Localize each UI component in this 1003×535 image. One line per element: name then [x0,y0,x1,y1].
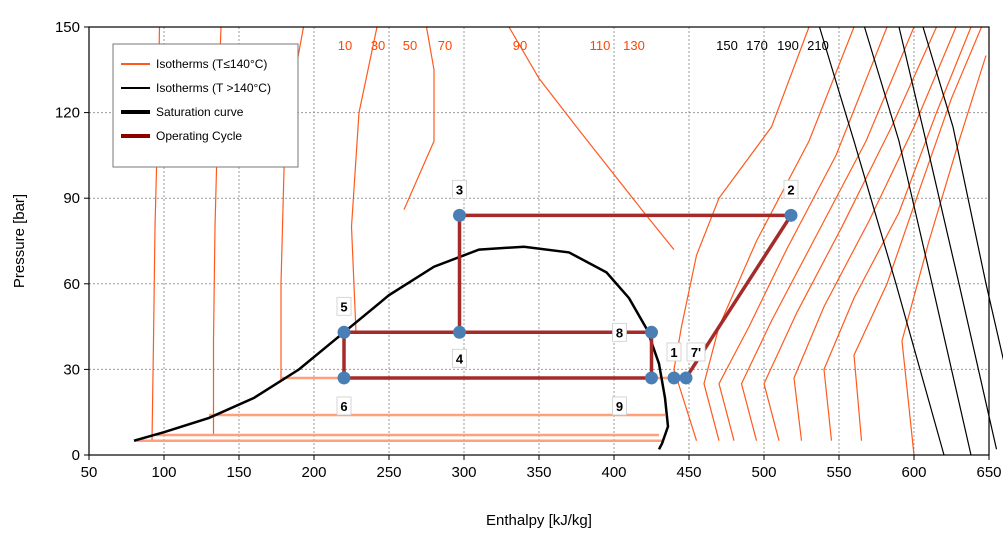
isotherm-line-17 [898,26,998,450]
cycle-point-label-7': 7' [691,345,701,360]
tick-labels: 50 100 150 200 250 300 350 400 450 500 550 600 65003… [55,19,1002,481]
cycle-point-8 [645,325,658,339]
isotherm-label-70: 70 [438,38,452,53]
cycle-point-label-1: 1 [670,345,677,360]
y-tick-label-0: 0 [72,447,80,464]
isotherm-line-3 [350,26,378,333]
cycle-point-label-5: 5 [340,299,347,314]
isotherm-line-13 [853,26,983,441]
cycle-point-5 [337,325,351,339]
x-tick-label-650: 650 [976,464,1001,481]
legend-label-2: Saturation curve [156,105,244,119]
cycle-point-label-box-3 [452,179,467,199]
cycle-point-label-box-2 [783,179,799,199]
y-tick-label-30: 30 [63,361,80,378]
isotherm-label-110: 110 [590,38,611,53]
y-tick-label-60: 60 [63,276,80,293]
legend: Isotherms (T≤140°C) Isotherms (T >140°C) S… [112,43,299,168]
cycle-point-label-box-1 [666,342,682,362]
isotherm-line-15 [818,26,945,456]
cycle-point-label-9: 9 [616,399,623,414]
cycle-points: 1 7' 2 3 4 5 6 8 9 [336,179,799,416]
isotherm-label-190: 190 [777,38,799,53]
isotherm-label-90: 90 [513,38,527,53]
isotherm-line-10 [763,26,938,441]
y-axis-label: Pressure [bar] [11,194,28,288]
cycle-point-label-6: 6 [340,399,347,414]
x-tick-label-350: 350 [526,464,551,481]
isotherm-line-4 [403,26,435,210]
isotherm-line-9 [740,26,915,441]
legend-label-3: Operating Cycle [156,129,242,143]
x-tick-label-100: 100 [151,464,176,481]
y-tick-label-120: 120 [55,105,80,122]
cycle-point-label-box-9 [612,396,627,416]
y-tick-label-150: 150 [55,19,80,36]
isotherm-label-150: 150 [716,38,738,53]
cycle-point-1 [667,371,681,385]
operating-cycle [342,213,793,380]
x-tick-label-400: 400 [601,464,626,481]
cycle-point-label-box-4 [452,348,467,368]
x-axis-label: Enthalpy [kJ/kg] [486,512,592,529]
cycle-point-9 [645,371,658,385]
isotherm-line-7 [703,26,855,441]
isotherm-line-6 [673,26,810,441]
x-tick-label-250: 250 [376,464,401,481]
cycle-point-7' [679,371,693,385]
x-tick-label-150: 150 [226,464,251,481]
isotherm-label-50: 50 [403,38,417,53]
isotherm-line-16 [863,26,972,456]
saturation-curve [133,245,670,450]
isotherm-line-8 [718,26,888,441]
legend-label-1: Isotherms (T >140°C) [156,81,271,95]
cycle-point-label-box-5 [336,296,352,316]
x-tick-label-600: 600 [901,464,926,481]
cycle-point-label-box-8 [612,322,627,342]
isotherm-line-11 [793,26,957,441]
cycle-point-label-2: 2 [787,182,794,197]
cycle-point-label-box-6 [336,396,352,416]
isotherm-label-210: 210 [807,38,829,53]
isotherm-line-12 [823,26,972,441]
x-tick-label-200: 200 [301,464,326,481]
saturation-curve-line [133,245,670,450]
isotherm-label-130: 130 [623,38,645,53]
cycle-point-2 [784,208,798,222]
isotherm-line-5 [508,26,675,250]
isotherm-line-14 [901,55,987,456]
cycle-point-label-box-7' [686,342,706,362]
isotherm-line-18 [922,26,1003,361]
y-tick-label-90: 90 [63,190,80,207]
cycle-point-label-4: 4 [456,351,464,366]
isotherm-label-10: 10 [338,38,352,53]
x-tick-label-550: 550 [826,464,851,481]
cycle-point-label-3: 3 [456,182,463,197]
x-tick-label-50: 50 [81,464,98,481]
isotherm-label-30: 30 [371,38,385,53]
isotherm-label-170: 170 [746,38,768,53]
x-tick-label-300: 300 [451,464,476,481]
x-tick-label-450: 450 [676,464,701,481]
legend-label-0: Isotherms (T≤140°C) [156,57,267,71]
cycle-point-3 [453,208,466,222]
cycle-point-label-8: 8 [616,325,623,340]
cycle-point-6 [337,371,351,385]
cycle-point-4 [453,325,466,339]
x-tick-label-500: 500 [751,464,776,481]
